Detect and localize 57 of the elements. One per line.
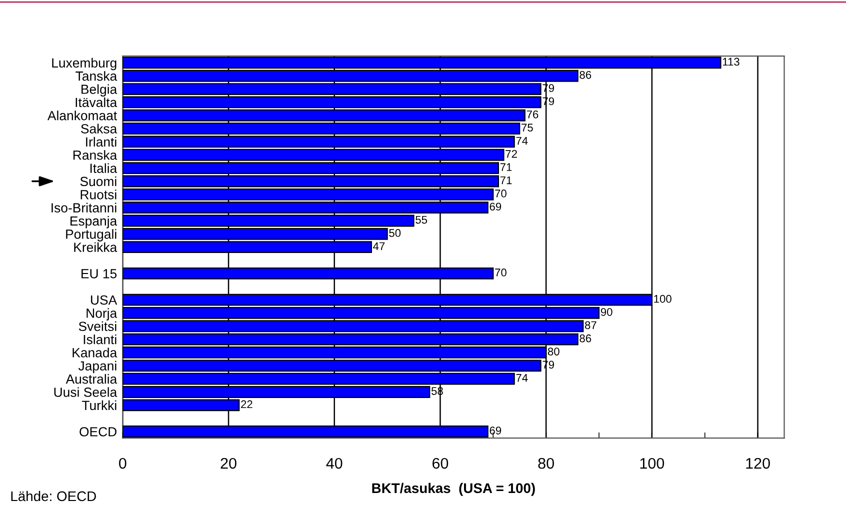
data-label: 69 [490,426,502,434]
data-label: 22 [241,400,252,408]
data-label: 80 [548,348,560,356]
x-tick-label: 60 [432,458,448,469]
data-label: 70 [495,190,506,198]
data-label: 87 [584,321,596,330]
y-tick-label: Tanska [76,71,118,81]
y-tick-label: Belgia [82,84,118,97]
data-label: 76 [526,110,538,118]
y-tick-label: USA [91,295,118,305]
data-label: 75 [522,124,533,132]
x-tick-label: 40 [326,458,342,469]
x-tick-label: 80 [538,458,554,469]
y-tick-label: Uusi Seela [54,387,118,397]
y-tick-label: OECD [80,427,116,436]
data-label: 71 [500,176,512,184]
x-tick-label: 120 [746,458,770,469]
data-label: 70 [495,268,506,276]
y-tick-label: Islanti [84,334,116,344]
y-tick-label: Itävalta [76,97,118,108]
x-tick-label: 100 [640,458,664,469]
y-tick-label: Irlanti [86,136,116,147]
data-label: 86 [580,70,592,79]
y-tick-label: Kanada [72,348,118,358]
y-tick-label: Ruotsi [80,190,116,200]
data-label: 55 [416,216,428,224]
y-tick-label: Kreikka [74,242,118,252]
y-tick-label: Espanja [70,216,118,228]
data-label: 71 [500,163,512,171]
y-tick-label: Portugali [66,229,116,242]
y-tick-label: Italia [90,163,118,173]
y-tick-label: Iso-Britanni [52,202,116,212]
y-tick-label: Suomi [80,176,116,186]
y-tick-label: Turkki [82,400,116,410]
y-tick-label: Sveitsi [78,321,116,332]
y-tick-label: Japani [78,360,116,374]
data-label: 50 [389,229,401,237]
y-tick-label: EU 15 [82,269,117,278]
data-label: 72 [506,150,517,158]
data-label: 74 [516,136,528,145]
y-tick-label: Luxemburg [52,58,116,70]
y-tick-label: Saksa [81,124,118,134]
data-label: 47 [373,242,385,250]
y-tick-label: Alankomaat [47,110,118,120]
x-axis-title: BKT/asukas (USA = 100) [372,482,535,496]
y-tick-label: Australia [66,374,118,384]
text: Lähde: OECD [11,490,96,502]
x-tick-label: 0 [119,458,126,469]
data-label: 69 [490,202,502,211]
data-label: 86 [580,334,592,342]
x-tick-label: 20 [220,458,236,469]
data-label: 90 [600,308,612,316]
data-label: 74 [516,374,528,382]
data-label: 113 [722,58,740,66]
y-tick-label: Norja [86,308,118,320]
data-label: 100 [654,294,672,303]
y-tick-label: Ranska [73,150,118,160]
